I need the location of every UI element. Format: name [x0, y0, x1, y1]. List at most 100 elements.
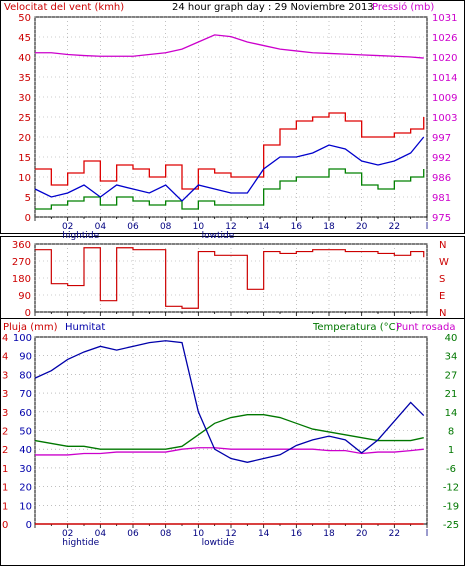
temperature-y-tick-label: 34 — [445, 352, 458, 363]
direction-y-tick-label: 270 — [12, 257, 31, 268]
humidity-tide-label: lowtide — [202, 538, 235, 548]
wind-tide-label: hightide — [62, 231, 99, 241]
wind-y-tick-label: 30 — [18, 93, 31, 104]
humidity-x-tick-label: 18 — [323, 529, 335, 539]
temperature-y-tick-label: 21 — [445, 389, 458, 400]
pressure-y-tick-label: 1026 — [432, 33, 457, 44]
humidity-y-tick-label: 10 — [19, 501, 32, 512]
rain-y-tick-label: 1 — [2, 483, 8, 494]
humidity-series — [34, 340, 425, 463]
wind-x-tick-label: 20 — [356, 222, 368, 232]
wind-tide-label: lowtide — [202, 231, 235, 241]
temperature-y-tick-label: -25 — [443, 520, 459, 531]
humidity-x-tick-label: 10 — [193, 529, 205, 539]
wind-y-tick-label: 35 — [18, 73, 31, 84]
compass-label: S — [439, 274, 445, 285]
humidity-x-tick-label: 22 — [389, 529, 400, 539]
wind-x-tick-label: 16 — [291, 222, 303, 232]
rain-y-tick-label: 3 — [2, 370, 8, 381]
humidity-y-tick-label: 60 — [19, 408, 32, 419]
pressure-y-tick-label: 997 — [432, 133, 451, 144]
wind-y-tick-label: 40 — [18, 53, 31, 64]
wind-y-tick-label: 25 — [18, 113, 31, 124]
humidity-x-tick-label: 06 — [127, 529, 139, 539]
pressure-y-tick-label: 1014 — [432, 73, 457, 84]
wind-y-tick-label: 10 — [18, 173, 31, 184]
pressure-y-tick-label: 975 — [432, 213, 451, 224]
humidity-tide-label: hightide — [62, 538, 99, 548]
wind-x-tick-label: 10 — [193, 222, 205, 232]
pressure-y-tick-label: 981 — [432, 193, 451, 204]
wind-y-tick-label: 50 — [18, 13, 31, 24]
humidity-y-tick-label: 40 — [19, 445, 32, 456]
humidity-x-tick-label: 20 — [356, 529, 368, 539]
direction-y-tick-label: 180 — [12, 274, 31, 285]
direction-y-tick-label: 0 — [25, 308, 31, 319]
chart-title: 24 hour graph day : 29 Noviembre 2013 — [172, 2, 374, 13]
humidity-y-tick-label: 20 — [19, 483, 32, 494]
humidity-y-tick-label: 90 — [19, 352, 32, 363]
rain-y-tick-label: 0 — [2, 520, 8, 531]
chart-marks: 0510152025303540455097598198699299710031… — [2, 13, 459, 548]
rain-y-tick-label: 2 — [2, 427, 8, 438]
humidity-axis-title: Humitat — [65, 322, 105, 333]
wind-x-tick-label: 12 — [225, 222, 236, 232]
humidity-y-tick-label: 80 — [19, 370, 32, 381]
temperature-y-tick-label: 8 — [448, 427, 454, 438]
humidity-x-tick-label: l — [426, 529, 429, 539]
compass-label: N — [439, 240, 446, 251]
compass-label: W — [439, 257, 449, 268]
wind-x-tick-label: 02 — [62, 222, 73, 232]
wind-x-tick-label: 04 — [95, 222, 107, 232]
temperature-series — [34, 414, 424, 450]
wind-y-tick-label: 5 — [25, 193, 31, 204]
rain-y-tick-label: 2 — [2, 445, 8, 456]
pressure-y-tick-label: 1003 — [432, 113, 457, 124]
temperature-y-tick-label: -12 — [443, 483, 459, 494]
humidity-x-tick-label: 08 — [160, 529, 172, 539]
temperature-y-tick-label: 40 — [445, 333, 458, 344]
direction-y-tick-label: 360 — [12, 240, 31, 251]
humidity-y-tick-label: 0 — [26, 520, 32, 531]
wind-y-tick-label: 15 — [18, 153, 31, 164]
dewpoint-axis-title: Punt rosada — [396, 322, 455, 333]
pressure-y-tick-label: 986 — [432, 173, 451, 184]
compass-label: N — [439, 308, 446, 319]
wind-gust-series — [35, 112, 425, 190]
humidity-x-tick-label: 14 — [258, 529, 270, 539]
wind-y-tick-label: 0 — [25, 213, 31, 224]
temperature-y-tick-label: 27 — [445, 370, 458, 381]
wind-x-tick-label: 08 — [160, 222, 172, 232]
rain-y-tick-label: 4 — [2, 352, 8, 363]
wind-low-series — [35, 168, 425, 210]
wind-x-tick-label: 18 — [323, 222, 335, 232]
direction-y-tick-label: 90 — [18, 291, 31, 302]
humidity-x-tick-label: 12 — [225, 529, 236, 539]
pressure-axis-title: Pressió (mb) — [372, 1, 434, 13]
humidity-y-tick-label: 50 — [19, 427, 32, 438]
pressure-series — [35, 34, 424, 59]
humidity-y-tick-label: 70 — [19, 389, 32, 400]
rain-y-tick-label: 4 — [2, 333, 8, 344]
wind-direction-series — [35, 247, 425, 309]
humidity-x-tick-label: 04 — [95, 529, 107, 539]
wind-x-tick-label: 22 — [389, 222, 400, 232]
temperature-y-tick-label: -19 — [443, 501, 459, 512]
wind-average-series — [34, 136, 425, 202]
wind-x-tick-label: l — [426, 222, 429, 232]
humidity-x-tick-label: 02 — [62, 529, 73, 539]
pressure-y-tick-label: 1031 — [432, 13, 457, 24]
wind-axis-title: Velocitat del vent (kmh) — [4, 2, 124, 13]
rain-y-tick-label: 3 — [2, 389, 8, 400]
pressure-y-tick-label: 1009 — [432, 93, 457, 104]
rain-axis-title: Pluja (mm) — [3, 322, 58, 333]
temperature-y-tick-label: 14 — [445, 408, 458, 419]
temperature-y-tick-label: 1 — [448, 445, 454, 456]
humidity-y-tick-label: 30 — [19, 464, 32, 475]
pressure-y-tick-label: 992 — [432, 153, 451, 164]
wind-x-tick-label: 06 — [127, 222, 139, 232]
temperature-y-tick-label: -6 — [446, 464, 456, 475]
